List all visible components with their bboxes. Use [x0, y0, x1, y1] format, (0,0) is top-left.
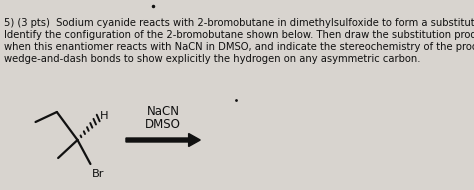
Text: H: H: [100, 111, 109, 121]
Text: when this enantiomer reacts with NaCN in DMSO, and indicate the stereochemistry : when this enantiomer reacts with NaCN in…: [4, 42, 474, 52]
Text: NaCN: NaCN: [146, 105, 180, 118]
FancyArrow shape: [126, 134, 200, 146]
Text: Br: Br: [92, 169, 104, 179]
Text: wedge-and-dash bonds to show explicitly the hydrogen on any asymmetric carbon.: wedge-and-dash bonds to show explicitly …: [4, 54, 420, 64]
Text: Identify the configuration of the 2-bromobutane shown below. Then draw the subst: Identify the configuration of the 2-brom…: [4, 30, 474, 40]
Text: 5) (3 pts)  Sodium cyanide reacts with 2-bromobutane in dimethylsulfoxide to for: 5) (3 pts) Sodium cyanide reacts with 2-…: [4, 18, 474, 28]
Text: DMSO: DMSO: [145, 118, 181, 131]
